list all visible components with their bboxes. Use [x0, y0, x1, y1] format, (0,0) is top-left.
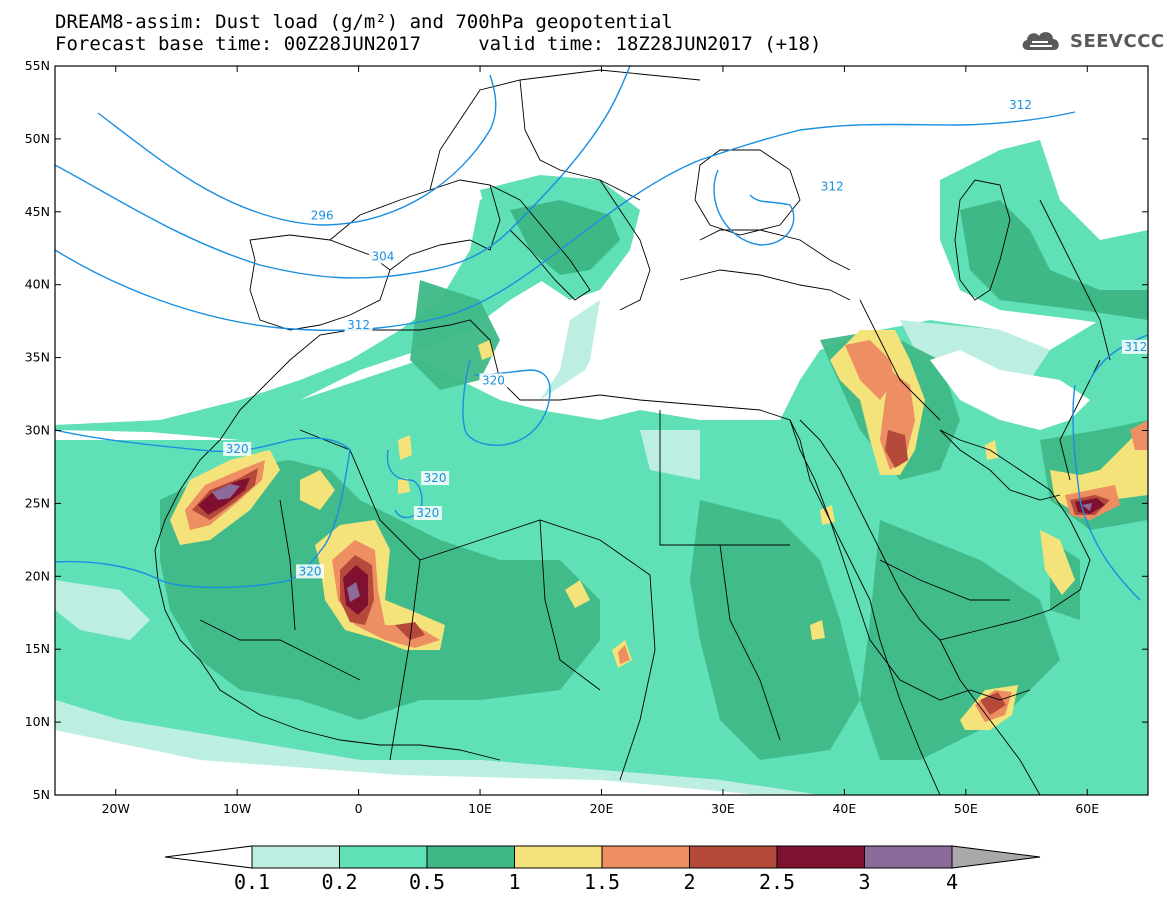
- colorbar-swatch: [251, 845, 340, 869]
- contour-label: 320: [299, 564, 322, 578]
- colorbar: 0.1 0.2 0.5 1 1.5 2 2.5 3 4: [164, 845, 1041, 894]
- contour-320-algeria-b: [386, 449, 423, 519]
- colorbar-over-arrow: [951, 845, 1041, 869]
- lat-label: 5N: [33, 787, 50, 802]
- colorbar-swatch: [339, 845, 428, 869]
- clear-iran: [930, 350, 1090, 430]
- contour-label-bg: [368, 249, 397, 264]
- lat-label: 40N: [25, 277, 50, 292]
- colorbar-label: 1.5: [584, 870, 620, 894]
- longitude-axis: 20W 10W 0 10E 20E 30E 40E 50E 60E: [102, 66, 1099, 816]
- title-line-2: Forecast base time: 00Z28JUN2017 valid t…: [55, 33, 822, 55]
- colorbar-label: 2: [683, 870, 695, 894]
- lon-label: 10E: [468, 801, 492, 816]
- lon-label: 40E: [832, 801, 856, 816]
- lat-label: 15N: [25, 641, 50, 656]
- cloud-icon: [1022, 32, 1059, 50]
- contour-label-bg: [223, 441, 252, 456]
- colorbar-label: 2.5: [759, 870, 795, 894]
- colorbar-label: 4: [946, 870, 958, 894]
- contour-labels: 296 304 312 312 312 312 320 320 320 320 320: [223, 97, 1148, 579]
- lon-label: 50E: [954, 801, 978, 816]
- lat-label: 10N: [25, 714, 50, 729]
- lat-label: 55N: [25, 58, 50, 73]
- contour-label: 320: [482, 373, 505, 387]
- contour-312-west: [55, 111, 1076, 332]
- colorbar-swatch: [426, 845, 515, 869]
- colorbar-swatch: [864, 845, 953, 869]
- lat-label: 20N: [25, 568, 50, 583]
- latitude-axis: 55N 50N 45N 40N 35N 30N 25N 20N 15N 10N 5N: [25, 58, 1148, 802]
- contour-312-crimea: [713, 169, 795, 246]
- contour-label: 320: [424, 471, 447, 485]
- contour-label-bg: [308, 208, 337, 223]
- geopotential-contours: [55, 66, 1148, 601]
- lon-label: 20W: [102, 801, 130, 816]
- contour-320-libya: [462, 359, 551, 446]
- contour-label-bg: [1006, 97, 1035, 112]
- colorbar-swatch: [776, 845, 865, 869]
- colorbar-swatch: [689, 845, 778, 869]
- contour-label: 320: [226, 442, 249, 456]
- colorbar-swatch: [514, 845, 603, 869]
- contour-label-bg: [344, 317, 373, 332]
- lon-label: 10W: [223, 801, 251, 816]
- colorbar-label: 0.5: [409, 870, 445, 894]
- dust-load-field: [55, 66, 1148, 795]
- colorbar-swatch: [601, 845, 690, 869]
- contour-label-bg: [413, 506, 442, 521]
- contour-296: [97, 74, 497, 226]
- clear-mediterranean: [570, 280, 800, 405]
- lat-label: 50N: [25, 131, 50, 146]
- dust-region-caspian-core: [960, 200, 1148, 320]
- contour-label: 296: [311, 209, 334, 223]
- contour-label-bg: [421, 471, 450, 486]
- seevccc-logo: SEEVCCC: [1018, 26, 1165, 56]
- dust-region-balkans-core: [510, 200, 620, 275]
- contour-label: 320: [416, 506, 439, 520]
- colorbar-label: 0.2: [321, 870, 357, 894]
- contour-label: 312: [1009, 98, 1032, 112]
- lat-label: 25N: [25, 495, 50, 510]
- title-line-1: DREAM8-assim: Dust load (g/m²) and 700hP…: [55, 11, 673, 33]
- colorbar-label: 0.1: [234, 870, 270, 894]
- dust-hotspots-purple: [212, 484, 1092, 602]
- lon-label: 30E: [711, 801, 735, 816]
- lat-label: 45N: [25, 204, 50, 219]
- contour-320-east: [1072, 384, 1141, 601]
- colorbar-label: 3: [858, 870, 870, 894]
- colorbar-label: 1: [508, 870, 520, 894]
- contour-label: 312: [1124, 340, 1147, 354]
- lat-label: 30N: [25, 423, 50, 438]
- contour-label: 312: [821, 179, 844, 193]
- lon-label: 0: [355, 801, 363, 816]
- contour-label: 304: [371, 249, 394, 263]
- logo-text: SEEVCCC: [1070, 30, 1165, 52]
- contour-label-bg: [1121, 339, 1148, 354]
- contour-label: 312: [347, 318, 370, 332]
- lon-label: 20E: [590, 801, 614, 816]
- lat-label: 35N: [25, 350, 50, 365]
- lon-label: 60E: [1075, 801, 1099, 816]
- colorbar-under-arrow: [164, 845, 253, 869]
- contour-304: [55, 66, 631, 279]
- contour-label-bg: [296, 564, 325, 579]
- contour-label-bg: [479, 373, 508, 388]
- contour-label-bg: [818, 179, 847, 194]
- contour-320-algeria-a: [55, 449, 351, 589]
- contour-312-east: [1089, 334, 1148, 381]
